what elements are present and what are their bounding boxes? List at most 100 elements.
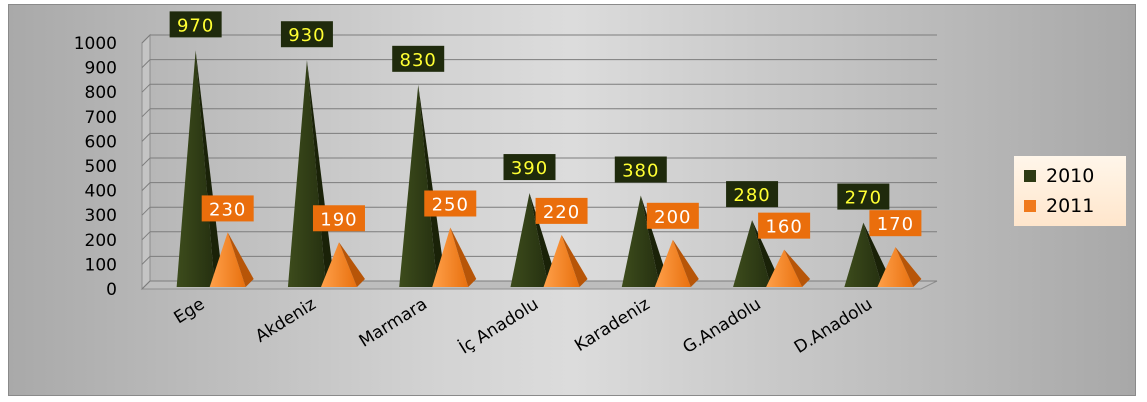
category-label: D.Anadolu: [791, 294, 876, 358]
data-label-2011-2: 250: [424, 190, 477, 217]
data-label-2011-3-text: 220: [543, 202, 580, 223]
pyramid-2011-1-side: [338, 242, 365, 287]
pyramid-2010-2-side: [418, 84, 446, 287]
pyramid-2010-0-face: [176, 50, 215, 287]
pyramid-2011-5-face: [766, 249, 803, 287]
pyramid-2011-1-face: [320, 242, 357, 287]
data-label-2010-3: 390: [503, 154, 556, 181]
category-label: Ege: [171, 294, 209, 328]
legend-swatch-2011: [1024, 200, 1036, 212]
pyramid-2010-3-face: [510, 193, 549, 287]
pyramid-2010-0-side: [195, 50, 223, 287]
pyramid-2011-2-face: [432, 227, 469, 287]
y-tick-label: 1000: [74, 34, 117, 54]
y-axis-ticks: 0 100 200 300 400 500 600 700 800 900 1000: [74, 34, 117, 300]
pyramid-2011-3: [543, 234, 588, 287]
grid-side-700: [141, 108, 151, 118]
grid-side-1000: [141, 34, 151, 44]
category-label: Akdeniz: [252, 294, 320, 347]
data-label-2011-0: 230: [201, 195, 254, 222]
data-label-2010-2-box: [392, 45, 445, 72]
data-label-2011-3-box: [535, 197, 588, 224]
y-tick-label: 0: [106, 280, 117, 300]
data-label-2010-1-box: [280, 21, 333, 48]
pyramid-2010-6: [844, 222, 891, 287]
data-label-2010-6: 270: [837, 183, 890, 210]
pyramid-2010-2-face: [399, 84, 438, 287]
data-label-2011-2-text: 250: [432, 195, 469, 216]
grid-side-900: [141, 59, 151, 68]
pyramid-2011-2: [432, 227, 477, 287]
pyramid-2010-4-face: [621, 195, 660, 287]
grid-side-800: [141, 83, 151, 93]
pyramid-2010-0: [176, 50, 223, 287]
data-label-2011-3: 220: [535, 197, 588, 224]
data-label-2010-1-text: 930: [288, 25, 325, 46]
chart-frame: 0 100 200 300 400 500 600 700 800 900 1000 970 230 9…: [8, 4, 1136, 396]
legend: 2010 2011: [1014, 156, 1126, 226]
pyramid-2011-3-side: [561, 234, 588, 287]
legend-label-2011: 2011: [1046, 195, 1095, 217]
data-label-2010-0-box: [169, 11, 222, 38]
pyramid-2011-3-face: [543, 234, 580, 287]
data-label-2011-0-text: 230: [209, 199, 246, 220]
data-label-2010-6-text: 270: [845, 188, 882, 209]
category-label: Marmara: [356, 294, 431, 351]
legend-swatch-2010: [1024, 170, 1036, 182]
data-label-2011-2-box: [424, 190, 477, 217]
y-tick-label: 200: [85, 231, 117, 251]
pyramid-2011-2-side: [450, 227, 477, 287]
data-label-2011-5: 160: [758, 212, 811, 239]
data-label-2010-1: 930: [280, 21, 333, 48]
pyramid-2011-6: [877, 247, 922, 287]
y-tick-label: 800: [85, 83, 117, 103]
data-label-2010-3-text: 390: [511, 158, 548, 179]
legend-item-2011: 2011: [1024, 194, 1094, 218]
data-label-2011-4-text: 200: [654, 207, 691, 228]
pyramid-2011-5: [766, 249, 811, 287]
y-tick-label: 500: [85, 157, 117, 177]
pyramid-2010-5-face: [733, 220, 772, 287]
data-label-2011-4-box: [646, 202, 699, 229]
grid-side-300: [141, 206, 151, 216]
data-label-2011-1-text: 190: [320, 209, 357, 230]
grid-side-0: [141, 280, 151, 290]
data-label-2010-0: 970: [169, 11, 222, 38]
category-label: G.Anadolu: [679, 294, 764, 358]
pyramid-2011-0-face: [209, 232, 246, 287]
pyramid-2011-0: [209, 232, 254, 287]
legend-label-2010: 2010: [1046, 165, 1095, 187]
data-label-2011-5-box: [758, 212, 811, 239]
data-label-2010-2: 830: [392, 45, 445, 72]
grid-side-500: [141, 157, 151, 167]
data-label-2010-4-box: [614, 156, 667, 183]
grid-side-400: [141, 182, 151, 191]
pyramid-2011-6-side: [895, 247, 922, 287]
category-label: Karadeniz: [571, 294, 653, 356]
data-label-2011-4: 200: [646, 202, 699, 229]
y-tick-label: 600: [85, 132, 117, 152]
data-label-2010-6-box: [837, 183, 890, 210]
y-tick-label: 900: [85, 59, 117, 79]
data-label-2010-2-text: 830: [400, 50, 437, 71]
pyramid-2010-1: [287, 60, 334, 287]
pyramid-2011-1: [320, 242, 365, 287]
data-label-2010-0-text: 970: [177, 15, 214, 36]
data-labels: 970 230 930 190 830 250 390 220 380 200 280 160 270 1…: [169, 11, 922, 239]
grid-side-100: [141, 256, 151, 265]
category-label: İç Anadolu: [455, 293, 542, 358]
legend-item-2010: 2010: [1024, 164, 1094, 188]
category-labels: Ege Akdeniz Marmara İç Anadolu Karadeniz G.An…: [171, 293, 876, 358]
y-tick-label: 700: [85, 108, 117, 128]
data-label-2010-5-box: [726, 181, 779, 208]
y-tick-label: 300: [85, 206, 117, 226]
pyramid-2010-6-face: [844, 222, 883, 287]
data-label-2011-6-text: 170: [877, 214, 914, 235]
data-label-2011-0-box: [201, 195, 254, 222]
pyramid-2011-4: [654, 239, 699, 287]
pyramid-2011-5-side: [784, 249, 811, 287]
data-label-2010-5-text: 280: [733, 185, 770, 206]
pyramid-2010-2: [399, 84, 446, 287]
data-label-2010-3-box: [503, 154, 556, 181]
